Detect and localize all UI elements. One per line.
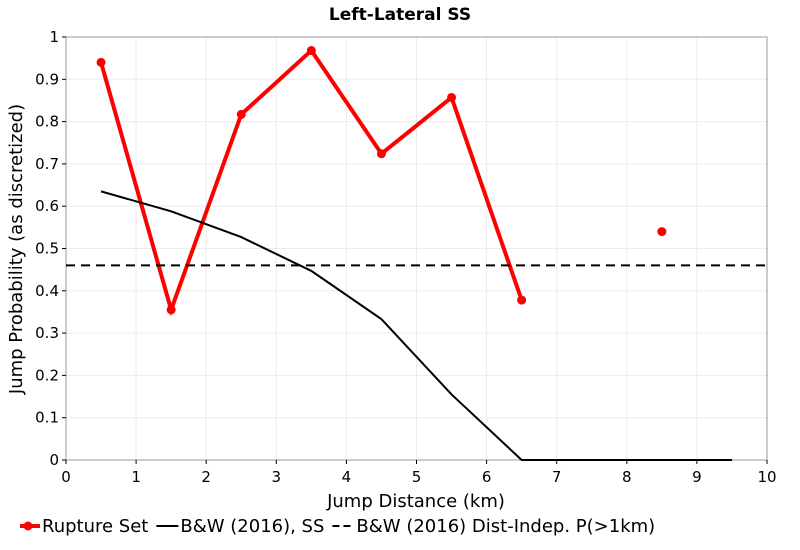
x-axis-label: Jump Distance (km) [326, 491, 505, 512]
y-tick-label: 0.1 [35, 409, 59, 427]
series-point [447, 92, 457, 102]
legend-item: B&W (2016) Dist-Indep. P(>1km) [332, 516, 655, 537]
x-axis-ticks: 0 1 2 3 4 5 6 7 8 9 10 [61, 460, 777, 486]
x-tick-label: 6 [482, 468, 492, 486]
x-tick-label: 8 [622, 468, 632, 486]
y-tick-label: 0.5 [35, 240, 59, 258]
y-tick-label: 0.6 [35, 197, 59, 215]
y-tick-label: 0.3 [35, 324, 59, 342]
y-tick-label: 0 [49, 451, 59, 469]
y-tick-label: 0.8 [35, 113, 59, 131]
legend-label: Rupture Set [42, 516, 148, 537]
series-point [657, 227, 667, 237]
series-0 [96, 46, 667, 317]
legend-swatch-marker [23, 521, 33, 531]
x-tick-label: 5 [412, 468, 422, 486]
x-tick-label: 1 [131, 468, 141, 486]
y-axis-label: Jump Probability (as discretized) [6, 104, 27, 395]
series-point [306, 46, 316, 56]
x-tick-label: 10 [757, 468, 776, 486]
chart-title: Left-Lateral SS [329, 5, 471, 25]
grid [65, 36, 768, 461]
legend-item: Rupture Set [20, 516, 148, 537]
series-point [96, 57, 106, 67]
x-tick-label: 9 [692, 468, 702, 486]
y-axis-ticks: 0 0.1 0.2 0.3 0.4 0.5 0.6 0.7 0.8 0.9 1 [35, 28, 66, 469]
y-tick-label: 0.7 [35, 155, 59, 173]
legend-label: B&W (2016), SS [180, 516, 324, 537]
x-tick-label: 4 [342, 468, 352, 486]
x-tick-label: 7 [552, 468, 562, 486]
x-tick-label: 3 [272, 468, 282, 486]
series-point [376, 149, 386, 159]
y-tick-label: 0.4 [35, 282, 59, 300]
legend-item: B&W (2016), SS [156, 516, 324, 537]
legend-label: B&W (2016) Dist-Indep. P(>1km) [356, 516, 655, 537]
series-point [166, 305, 176, 315]
y-tick-label: 1 [49, 28, 59, 46]
series-point [236, 109, 246, 119]
x-tick-label: 2 [201, 468, 211, 486]
legend: Rupture Set B&W (2016), SS B&W (2016) Dist… [20, 516, 655, 537]
series-point [517, 295, 527, 305]
y-tick-label: 0.2 [35, 366, 59, 384]
y-tick-label: 0.9 [35, 70, 59, 88]
x-tick-label: 0 [61, 468, 71, 486]
